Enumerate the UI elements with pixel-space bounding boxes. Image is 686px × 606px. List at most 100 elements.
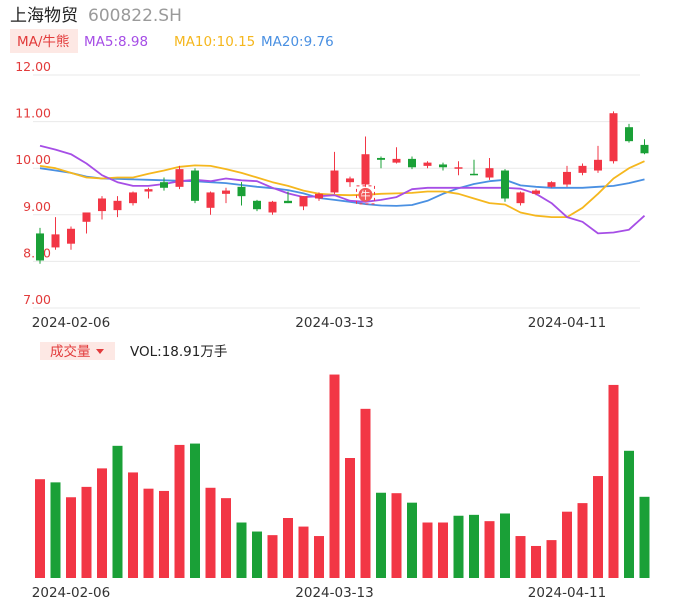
- volume-bar: [221, 498, 231, 578]
- candle-body: [547, 182, 556, 187]
- candle: [594, 145, 602, 173]
- volume-bar: [159, 490, 169, 578]
- candle: [454, 161, 463, 176]
- candle: [315, 192, 323, 201]
- volume-bar: [546, 540, 557, 578]
- candle-body: [392, 158, 401, 163]
- bull-marker: 牛: [356, 185, 375, 205]
- volume-bar: [453, 515, 464, 578]
- volume-toggle-bg[interactable]: [40, 342, 115, 360]
- volume-bar: [128, 472, 138, 578]
- candle-body: [625, 127, 633, 142]
- volume-dropdown-chevron-icon[interactable]: [96, 349, 104, 354]
- candle: [191, 168, 199, 204]
- ma-toggle-bg[interactable]: [10, 29, 78, 53]
- candle-body: [82, 212, 91, 222]
- volume-bar: [267, 535, 278, 578]
- candle: [237, 182, 246, 206]
- candlesticks: [36, 111, 649, 264]
- candle: [470, 159, 478, 176]
- price-x-axis: 2024-02-06 2024-03-13 2024-04-11: [32, 315, 606, 331]
- candle: [361, 136, 370, 187]
- candle-body: [330, 170, 339, 193]
- candle: [160, 177, 168, 191]
- candle-body: [67, 228, 75, 244]
- volume-bar: [500, 513, 510, 578]
- ma-toggle-label[interactable]: MA/牛熊: [17, 34, 69, 50]
- volume-bar: [422, 522, 433, 578]
- candle-body: [253, 200, 261, 210]
- candle: [129, 191, 137, 206]
- volume-bar: [252, 531, 262, 578]
- volume-value: VOL:18.91万手: [130, 344, 227, 360]
- candle-body: [361, 154, 370, 185]
- price-x-tick-label: 2024-03-13: [295, 315, 373, 331]
- candle: [222, 187, 230, 204]
- volume-bar: [639, 496, 650, 578]
- volume-bar: [81, 486, 92, 578]
- volume-bar: [608, 384, 619, 578]
- candle-body: [423, 162, 432, 166]
- price-y-tick-label: 7.00: [23, 292, 51, 307]
- candle-body: [98, 198, 106, 212]
- volume-bar: [562, 511, 572, 578]
- candle-body: [191, 170, 199, 201]
- bull-marker-frame: [356, 185, 375, 205]
- candle: [330, 151, 339, 194]
- volume-x-axis: 2024-02-06 2024-03-13 2024-04-11: [32, 585, 606, 601]
- candle-body: [299, 196, 308, 207]
- volume-bar: [484, 521, 495, 578]
- ma20-legend: MA20:9.76: [261, 34, 334, 50]
- candle: [609, 111, 618, 164]
- volume-x-tick-label: 2024-02-06: [32, 585, 110, 601]
- volume-bar: [360, 408, 371, 578]
- price-y-tick-label: 11.00: [15, 106, 51, 121]
- candle-body: [36, 233, 44, 261]
- stock-code: 600822.SH: [88, 6, 182, 26]
- candle: [144, 187, 153, 199]
- candle-body: [640, 144, 649, 154]
- volume-bar: [190, 443, 200, 578]
- volume-label[interactable]: 成交量: [50, 343, 91, 360]
- volume-bar: [345, 458, 355, 578]
- candle-body: [175, 169, 184, 187]
- candle-body: [113, 200, 122, 211]
- candle-body: [594, 159, 602, 171]
- volume-bar: [143, 488, 154, 578]
- moving-average-lines: [39, 144, 646, 235]
- volume-bar: [35, 479, 45, 578]
- candle: [98, 196, 106, 220]
- candle-body: [51, 234, 60, 248]
- candle: [36, 227, 44, 264]
- volume-bar: [593, 476, 603, 578]
- volume-bar: [391, 493, 402, 578]
- candle: [640, 139, 649, 155]
- price-y-tick-label: 12.00: [15, 59, 51, 74]
- candle-body: [129, 192, 137, 204]
- volume-bar: [329, 374, 340, 578]
- price-x-tick-label: 2024-02-06: [32, 315, 110, 331]
- volume-x-tick-label: 2024-04-11: [528, 585, 606, 601]
- candle: [284, 191, 292, 204]
- candle: [408, 156, 416, 170]
- candle: [423, 161, 432, 169]
- candle: [67, 226, 75, 250]
- volume-bar: [577, 503, 588, 578]
- candle-body: [206, 192, 215, 208]
- candle: [392, 147, 401, 164]
- candle: [547, 181, 556, 188]
- candle-body: [516, 192, 525, 204]
- candle: [51, 217, 60, 250]
- ma10-line: [39, 160, 645, 219]
- candle-body: [268, 201, 277, 213]
- candle-body: [315, 193, 323, 199]
- volume-bar: [112, 445, 123, 578]
- volume-bar: [298, 526, 309, 578]
- price-y-tick-label: 10.00: [15, 152, 51, 167]
- candle: [578, 163, 587, 176]
- volume-bar: [407, 502, 417, 578]
- candle: [206, 191, 215, 215]
- candle-body: [578, 165, 587, 173]
